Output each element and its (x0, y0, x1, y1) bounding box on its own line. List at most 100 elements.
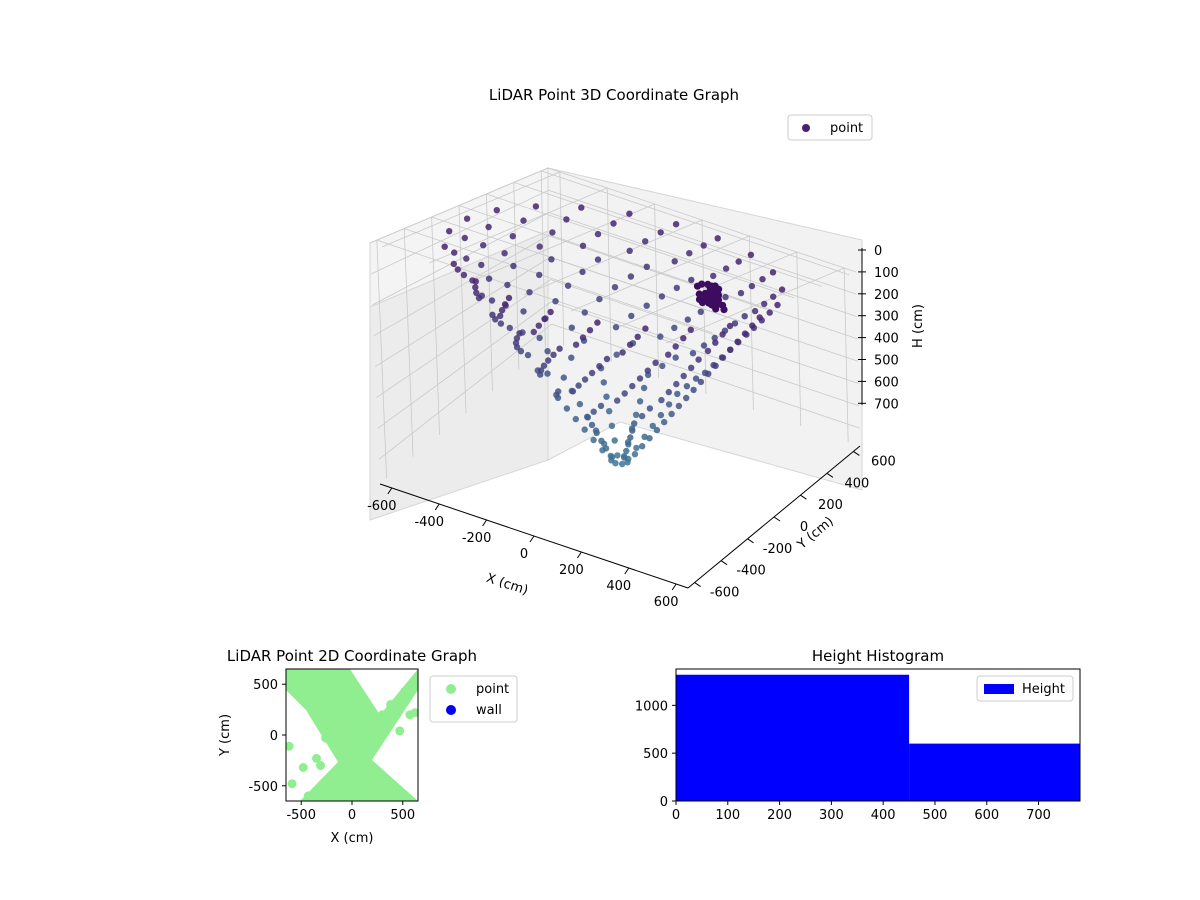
y-tick-mark-3d (694, 582, 701, 587)
point-3d (461, 234, 468, 242)
x-axis-label-2d: X (cm) (331, 831, 374, 846)
point-3d (441, 243, 448, 250)
y-tick-label-3d: 400 (845, 476, 870, 491)
point-3d (593, 429, 600, 437)
y-tick-mark-3d (826, 472, 834, 478)
legend-hist-swatch (984, 684, 1014, 694)
grid-line-top-2 (486, 193, 795, 299)
point-3d (646, 405, 654, 412)
point-3d (504, 281, 511, 289)
point-2d (400, 790, 410, 800)
point-3d (761, 300, 768, 308)
point-3d (594, 319, 601, 326)
point-2d (312, 753, 321, 763)
x-tick-label-hist: 300 (819, 808, 844, 823)
point-3d (575, 382, 582, 389)
point-3d (509, 233, 516, 240)
point-3d (475, 294, 483, 302)
legend-3d-box (787, 114, 873, 141)
point-3d (446, 228, 453, 235)
point-3d (727, 346, 734, 353)
chart-3d-title: LiDAR Point 3D Coordinate Graph (489, 86, 739, 104)
point-3d (697, 378, 705, 386)
point-3d (530, 328, 537, 336)
point-3d (598, 437, 605, 444)
y-tick-label-2d: -500 (248, 780, 278, 795)
grid-line-left-vertical (403, 228, 414, 457)
point-3d (489, 311, 496, 318)
point-3d (665, 401, 673, 408)
point-3d (642, 325, 649, 332)
point-3d (611, 284, 619, 291)
point-3d (563, 405, 571, 412)
point-3d (675, 402, 683, 410)
ticks-hist: 0 100 200 300 400 500 600 700 0 500 1000 (635, 699, 1051, 823)
point-3d (517, 348, 525, 355)
point-3d (672, 221, 680, 228)
point-3d (704, 347, 712, 355)
z-tick-label-3d: 100 (874, 266, 899, 281)
point-3d (568, 324, 575, 331)
point-3d (548, 256, 555, 263)
point-3d (473, 289, 480, 296)
point-3d (700, 342, 708, 349)
chart-3d: LiDAR Point 3D Coordinate Graph -600 -400… (367, 86, 926, 610)
point-3d (695, 356, 702, 363)
y-tick-mark-3d (800, 494, 807, 500)
point-3d (658, 293, 666, 300)
legend-2d: point wall (429, 675, 518, 723)
y-tick-label-3d: 200 (818, 498, 843, 513)
point-3d (602, 445, 610, 452)
point-3d (683, 394, 690, 402)
point-3d (606, 408, 613, 415)
legend-3d-marker (802, 124, 810, 132)
y-tick-label-3d: -400 (736, 564, 766, 579)
grid-line-back-vertical (701, 219, 707, 395)
point-3d (576, 400, 584, 408)
point-3d (588, 421, 596, 429)
point-3d (614, 397, 621, 404)
point-3d (520, 217, 527, 224)
point-2d (321, 733, 331, 743)
z-axis-label-3d: H (cm) (911, 304, 926, 348)
point-3d (579, 268, 586, 276)
point-3d (611, 437, 618, 444)
point-3d (450, 260, 457, 268)
point-3d (627, 273, 635, 280)
x-tick-label-hist: 700 (1026, 808, 1051, 823)
legend-2d-wall-marker (446, 705, 456, 715)
y-tick-label-3d: 0 (800, 520, 808, 535)
point-3d (674, 390, 681, 398)
cluster-point-3d (695, 295, 704, 303)
point-3d (712, 339, 719, 346)
point-3d (657, 229, 664, 236)
point-3d (623, 447, 630, 455)
point-3d (722, 265, 730, 272)
x-tick-label-2d: -500 (286, 808, 316, 823)
grid-line-back-vertical (559, 171, 565, 347)
point-3d (588, 369, 596, 377)
point-3d (653, 426, 661, 434)
point-3d (719, 354, 727, 361)
legend-2d-wall-label: wall (476, 703, 502, 718)
point-3d (485, 275, 493, 282)
point-3d (737, 289, 745, 297)
legend-hist-label: Height (1022, 682, 1065, 697)
point-3d (493, 207, 500, 214)
point-3d (668, 410, 675, 418)
point-3d (689, 350, 697, 357)
point-3d (625, 441, 632, 448)
point-3d (621, 454, 628, 461)
point-3d (536, 334, 543, 342)
point-3d (774, 301, 781, 309)
y-tick-label-3d: -200 (763, 542, 793, 557)
legend-3d-label: point (830, 121, 863, 136)
point-3d (596, 363, 603, 370)
point-3d (636, 375, 644, 382)
point-3d (569, 388, 577, 395)
point-3d (627, 434, 634, 441)
point-3d (506, 324, 513, 332)
point-3d (644, 367, 651, 374)
z-tick-label-3d: 400 (874, 332, 899, 347)
